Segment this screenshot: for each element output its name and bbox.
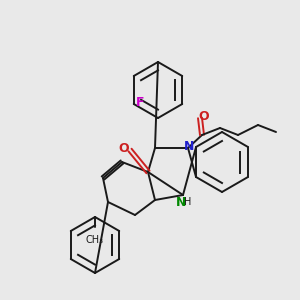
Text: H: H [184,197,192,207]
Text: O: O [199,110,209,122]
Text: F: F [136,95,144,109]
Text: O: O [119,142,129,154]
Text: N: N [184,140,194,154]
Text: CH₃: CH₃ [86,235,104,245]
Text: N: N [176,196,186,208]
